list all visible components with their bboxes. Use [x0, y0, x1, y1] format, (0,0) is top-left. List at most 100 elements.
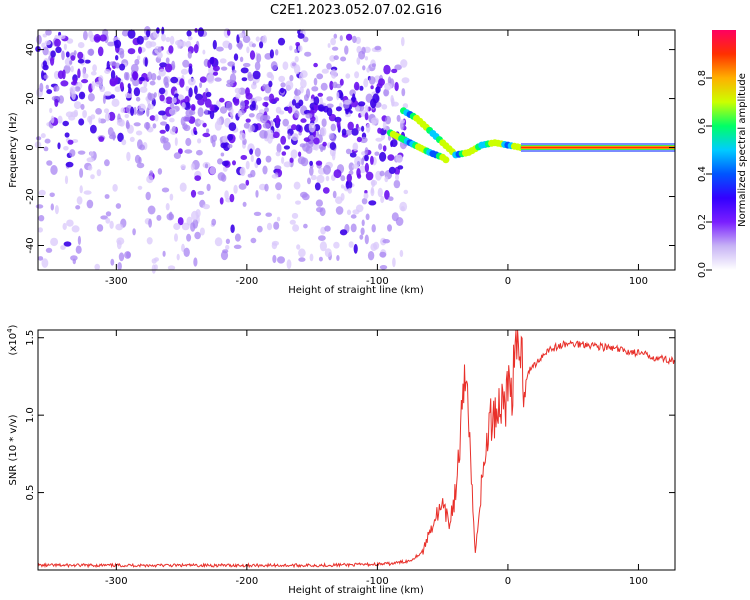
heatmap-cell	[361, 219, 365, 227]
heatmap-cell	[367, 251, 375, 261]
heatmap-cell	[62, 222, 67, 231]
colorbar-ticks: 0.0 0.2 0.4 0.6 0.8	[697, 70, 712, 278]
heatmap-cell	[254, 96, 263, 102]
heatmap-cell	[399, 249, 404, 258]
heatmap-cell	[170, 76, 179, 84]
heatmap-cell	[87, 93, 95, 102]
heatmap-cell	[345, 73, 351, 79]
heatmap-cell	[295, 42, 301, 47]
heatmap-cell	[291, 99, 297, 106]
heatmap-cell	[364, 56, 368, 61]
heatmap-cell	[159, 62, 168, 68]
heatmap-cell	[107, 41, 115, 47]
heatmap-cell	[83, 30, 88, 41]
heatmap-y-tick-label: -20	[25, 188, 36, 204]
heatmap-cell	[335, 83, 342, 89]
heatmap-cell	[244, 99, 250, 106]
heatmap-cell	[86, 199, 94, 209]
heatmap-cell	[159, 129, 166, 134]
heatmap-cell	[179, 182, 187, 192]
heatmap-cell	[108, 134, 117, 140]
heatmap-cell	[372, 93, 380, 104]
heatmap-cell	[161, 33, 166, 42]
heatmap-cell	[199, 82, 203, 88]
heatmap-cell	[169, 193, 174, 201]
heatmap-cell	[147, 103, 154, 110]
snr-x-label: Height of straight line (km)	[288, 585, 424, 596]
heatmap-cell	[103, 108, 110, 114]
heatmap-cell	[294, 110, 300, 119]
heatmap-cell	[224, 190, 229, 200]
heatmap-cell	[277, 256, 285, 264]
heatmap-cell	[202, 132, 211, 138]
heatmap-cell	[238, 183, 247, 190]
heatmap-cell	[348, 241, 354, 248]
heatmap-cell	[190, 104, 196, 111]
heatmap-cell	[110, 70, 116, 80]
heatmap-cell	[329, 80, 334, 91]
heatmap-cell	[313, 103, 320, 111]
heatmap-cell	[173, 222, 181, 231]
heatmap-cell	[65, 51, 70, 58]
heatmap-cell	[37, 256, 44, 261]
heatmap-cell	[245, 118, 251, 123]
heatmap-cell	[194, 85, 198, 95]
heatmap-cell	[217, 172, 226, 181]
heatmap-cell	[371, 179, 376, 188]
heatmap-cell	[255, 36, 260, 42]
snr-x-axis: -300 -200 -100 0 100	[105, 330, 648, 587]
heatmap-cell	[109, 220, 114, 229]
heatmap-cell	[50, 115, 55, 124]
heatmap-cell	[70, 55, 76, 61]
heatmap-cell	[391, 97, 395, 107]
heatmap-cell	[227, 61, 236, 67]
heatmap-cell	[256, 53, 262, 63]
heatmap-cell	[78, 118, 85, 126]
heatmap-cell	[363, 78, 369, 88]
heatmap-cell	[86, 157, 95, 163]
heatmap-cell	[77, 150, 86, 155]
heatmap-cell	[219, 58, 227, 64]
heatmap-cell	[314, 182, 321, 191]
heatmap-cell	[262, 122, 271, 129]
heatmap-cell	[397, 165, 404, 170]
heatmap-cell	[283, 161, 292, 168]
heatmap-cell	[194, 130, 198, 135]
heatmap-cell	[169, 35, 175, 45]
heatmap-x-tick-label: 0	[505, 276, 511, 287]
heatmap-cell	[63, 64, 71, 74]
heatmap-cell	[116, 237, 125, 245]
heatmap-cell	[44, 138, 51, 144]
heatmap-cell	[180, 41, 187, 47]
heatmap-cell	[165, 203, 170, 211]
snr-frame	[37, 329, 676, 571]
heatmap-cell	[174, 137, 178, 147]
heatmap-cell	[87, 48, 95, 56]
heatmap-y-tick-label: -40	[25, 237, 36, 253]
heatmap-cell	[270, 61, 278, 71]
heatmap-cell	[169, 117, 175, 123]
heatmap-cell	[336, 119, 341, 129]
heatmap-cell	[353, 243, 358, 254]
heatmap-ridge	[386, 107, 676, 164]
heatmap-cell	[75, 205, 81, 210]
colorbar-tick-label: 0.6	[697, 118, 708, 134]
heatmap-cell	[79, 168, 84, 178]
heatmap-cell	[90, 124, 97, 134]
heatmap-cell	[272, 131, 280, 139]
heatmap-cell	[320, 146, 324, 152]
heatmap-cell	[132, 71, 139, 81]
heatmap-cell	[41, 258, 49, 268]
heatmap-cell	[345, 180, 353, 190]
heatmap-cell	[352, 93, 356, 103]
heatmap-cell	[282, 61, 289, 70]
heatmap-cell	[296, 244, 301, 250]
heatmap-cell	[375, 137, 383, 142]
heatmap-cell	[320, 82, 328, 91]
heatmap-cell	[346, 173, 352, 183]
heatmap-cell	[360, 227, 365, 236]
heatmap-cell	[133, 106, 137, 116]
heatmap-cell	[146, 29, 151, 38]
heatmap-cell	[73, 50, 77, 56]
heatmap-cell	[50, 203, 54, 211]
